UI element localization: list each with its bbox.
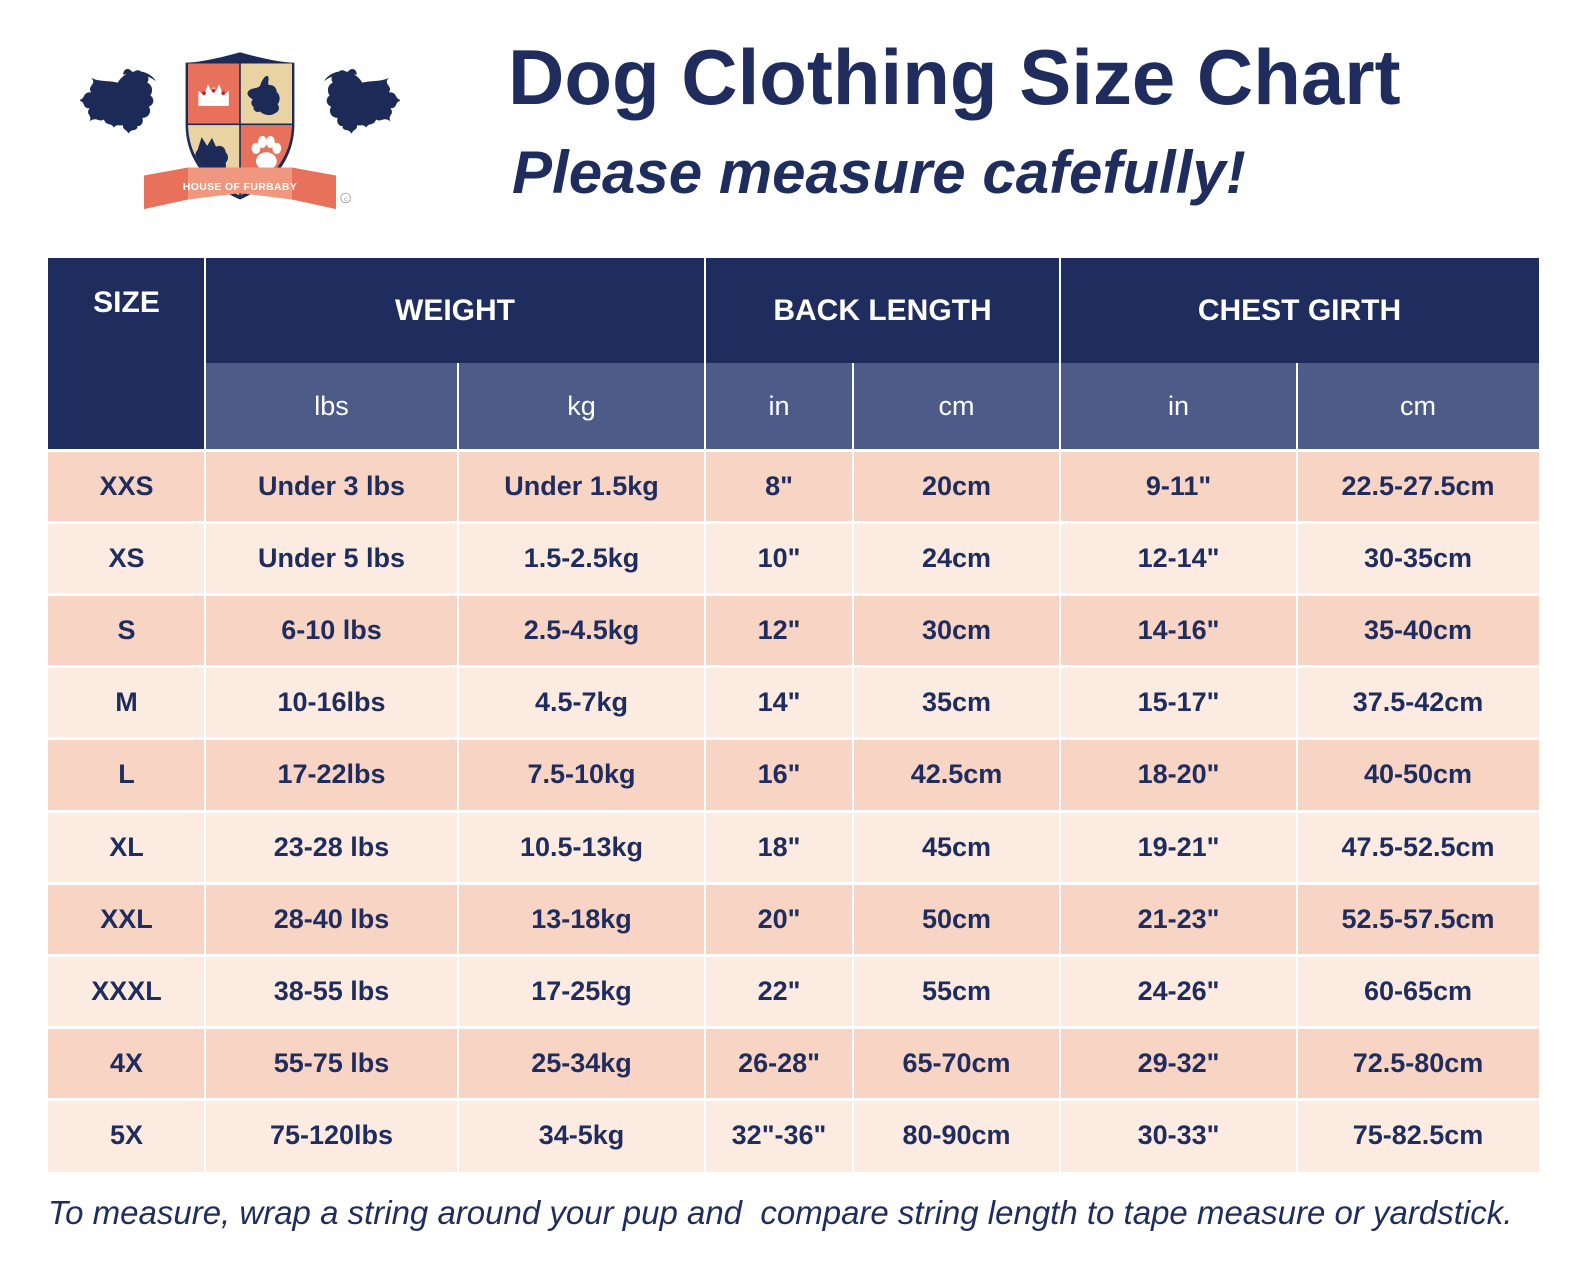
svg-text:HOUSE OF FURBABY: HOUSE OF FURBABY [183,182,297,193]
